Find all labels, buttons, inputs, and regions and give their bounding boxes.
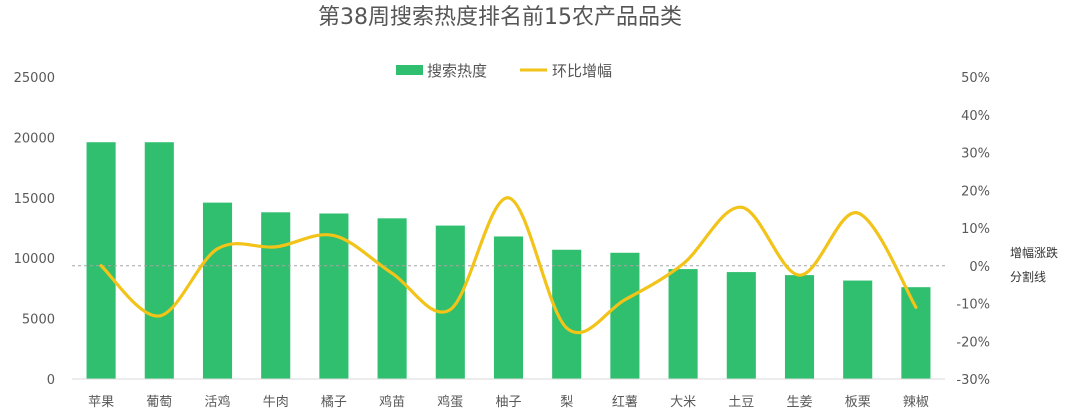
line-series: [99, 196, 918, 335]
line-point: [274, 245, 278, 249]
left-axis-tick-label: 15000: [14, 192, 55, 207]
x-axis: 苹果 葡萄 活鸡 牛肉 橘子 鸡苗 鸡蛋 柚子 梨 红薯 大米 土豆 生姜 板栗 辣椒: [72, 378, 945, 410]
line-point: [623, 298, 627, 302]
line-point: [681, 262, 685, 266]
right-axis-tick-label: 40%: [961, 109, 990, 124]
line-point: [390, 271, 394, 275]
x-axis-tick-label: 橘子: [321, 394, 347, 410]
bar: [843, 280, 873, 379]
line-point: [914, 305, 918, 309]
line-path: [99, 196, 918, 335]
line-point: [448, 308, 452, 312]
right-axis: -30% -20% -10% 0% 10% 20% 30% 40% 50%: [956, 71, 990, 388]
bar: [435, 225, 465, 379]
bar: [610, 252, 640, 379]
right-axis-tick-label: 20%: [961, 184, 990, 199]
bar: [493, 236, 524, 379]
left-axis-tick-label: 5000: [22, 313, 55, 328]
x-axis-tick-label: 苹果: [88, 395, 114, 410]
bar: [319, 213, 349, 379]
left-axis: 0 5000 10000 15000 20000 25000: [14, 71, 55, 388]
right-axis-tick-label: -10%: [956, 298, 990, 313]
left-axis-tick-label: 25000: [14, 71, 55, 86]
x-axis-tick-label: 柚子: [495, 395, 521, 410]
bar: [86, 142, 116, 379]
x-axis-tick-label: 鸡苗: [379, 394, 405, 410]
right-axis-tick-label: -20%: [956, 335, 990, 350]
legend-swatch-bar: [396, 65, 423, 75]
right-axis-tick-label: 0%: [969, 260, 990, 275]
line-point: [216, 247, 219, 251]
x-axis-tick-label: 牛肉: [263, 395, 289, 410]
chart-title: 第38周搜索热度排名前15农产品品类: [318, 5, 682, 30]
left-axis-tick-label: 10000: [14, 252, 55, 267]
x-axis-tick-label: 红薯: [612, 394, 638, 410]
x-axis-tick-label: 梨: [560, 395, 573, 410]
line-point: [332, 234, 336, 238]
bar: [901, 287, 931, 379]
bar: [261, 212, 291, 379]
x-axis-tick-label: 大米: [670, 395, 696, 410]
bar: [377, 218, 407, 379]
right-axis-tick-label: 50%: [961, 71, 990, 86]
line-point: [798, 273, 801, 277]
bar: [784, 275, 815, 379]
line-point: [507, 196, 510, 200]
x-axis-tick-label: 板栗: [845, 395, 871, 410]
line-point: [99, 264, 103, 268]
right-axis-tick-label: 30%: [961, 147, 990, 162]
legend-label-line: 环比增幅: [552, 62, 612, 80]
x-axis-tick-label: 葡萄: [146, 395, 172, 410]
left-axis-tick-label: 0: [47, 373, 55, 388]
line-point: [157, 314, 161, 318]
x-axis-tick-label: 生姜: [786, 395, 812, 410]
x-axis-tick-label: 鸡蛋: [437, 394, 463, 410]
x-axis-tick-label: 辣椒: [903, 395, 929, 410]
left-axis-tick-label: 20000: [14, 131, 55, 146]
reference-line-label: 增幅涨跌: [1010, 245, 1058, 260]
line-point: [856, 211, 860, 215]
x-axis-tick-label: 土豆: [728, 395, 754, 410]
bar: [144, 142, 174, 379]
bar: [726, 272, 756, 379]
right-axis-tick-label: -30%: [956, 373, 990, 388]
x-axis-tick-label: 活鸡: [204, 394, 230, 410]
line-point: [739, 205, 743, 209]
bar-series: [86, 142, 931, 379]
right-axis-tick-label: 10%: [961, 222, 990, 237]
bar: [202, 202, 233, 379]
legend: 搜索热度 环比增幅: [396, 62, 612, 80]
bar: [668, 269, 698, 379]
legend-label-bar: 搜索热度: [427, 62, 487, 80]
line-point: [565, 326, 569, 330]
reference-line-label: 分割线: [1010, 269, 1046, 284]
